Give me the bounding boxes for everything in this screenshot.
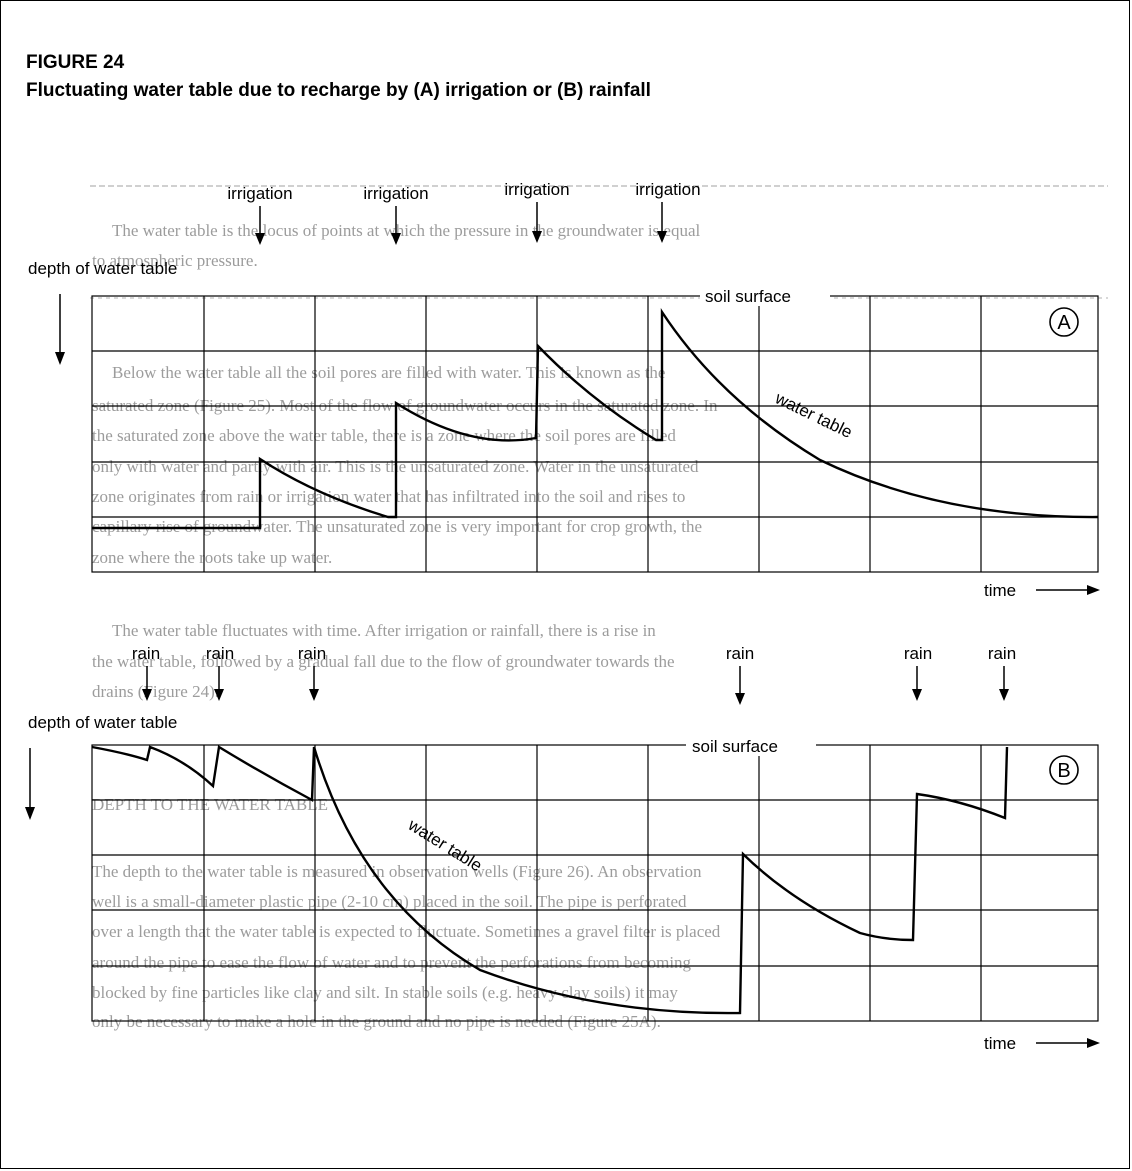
event-label-irrigation: irrigation: [227, 184, 292, 203]
badge-letter: A: [1057, 312, 1071, 334]
panel-b-time-label: time: [984, 1034, 1016, 1053]
panel-a: soil surface water table A depth of wate…: [28, 180, 1100, 600]
panel-b-grid: [91, 744, 1099, 1022]
down-arrow-icon: [142, 666, 152, 701]
background-line: Below the water table all the soil pores…: [112, 363, 665, 382]
background-line: The water table fluctuates with time. Af…: [112, 621, 656, 640]
background-line: capillary rise of groundwater. The unsat…: [92, 517, 702, 536]
event-label-irrigation: irrigation: [504, 180, 569, 199]
panel-a-time-label: time: [984, 581, 1016, 600]
background-line: blocked by fine particles like clay and …: [92, 983, 678, 1002]
down-arrow-icon: [214, 666, 224, 701]
event-label-rain: rain: [904, 644, 932, 663]
panel-b-time-arrow: [1036, 1038, 1100, 1048]
down-arrow-icon: [391, 206, 401, 245]
background-line: DEPTH TO THE WATER TABLE: [92, 795, 328, 814]
background-text-layer: The water table is the locus of points a…: [90, 185, 1108, 1031]
figure-caption: Fluctuating water table due to recharge …: [26, 80, 651, 101]
badge-circle: [1049, 755, 1079, 785]
panel-a-badge: A: [1049, 307, 1079, 337]
label-mask: [686, 734, 816, 756]
event-label-rain: rain: [298, 644, 326, 663]
panel-b-water-table-curve: [91, 745, 1009, 1015]
figure-number: FIGURE 24: [26, 52, 125, 73]
background-line: zone originates from rain or irrigation …: [92, 487, 685, 506]
panel-b-soil-surface-label: soil surface: [692, 737, 778, 756]
background-line: over a length that the water table is ex…: [92, 922, 721, 941]
background-line: The water table is the locus of points a…: [112, 221, 700, 240]
panel-a-events: irrigation irrigation irrigation irrigat…: [227, 180, 701, 245]
panel-a-time-arrow: [1036, 585, 1100, 595]
background-line: drains (Figure 24).: [92, 682, 219, 701]
down-arrow-icon: [309, 666, 319, 701]
down-arrow-icon: [912, 666, 922, 701]
down-arrow-icon: [735, 666, 745, 705]
panel-a-soil-surface-label: soil surface: [705, 287, 791, 306]
badge-circle: [1049, 307, 1079, 337]
event-label-rain: rain: [206, 644, 234, 663]
down-arrow-icon: [255, 206, 265, 245]
event-label-rain: rain: [726, 644, 754, 663]
panel-b-y-axis-label: depth of water table: [28, 713, 177, 732]
badge-letter: B: [1057, 760, 1070, 782]
background-line: well is a small-diameter plastic pipe (2…: [92, 892, 687, 911]
label-mask: [700, 284, 830, 306]
panel-b-badge: B: [1049, 755, 1079, 785]
background-line: to atmospheric pressure.: [92, 251, 258, 270]
event-label-irrigation: irrigation: [635, 180, 700, 199]
panel-b-frame: [91, 744, 1099, 1022]
panel-a-y-axis-label: depth of water table: [28, 259, 177, 278]
background-line: zone where the roots take up water.: [92, 548, 332, 567]
background-line: the saturated zone above the water table…: [92, 426, 676, 445]
panel-b-events: rain rain rain rain rain rain: [132, 644, 1016, 705]
background-line: the water table, followed by a gradual f…: [92, 652, 675, 671]
background-line: around the pipe to ease the flow of wate…: [92, 953, 692, 972]
panel-b-down-arrow: [25, 748, 35, 820]
down-arrow-icon: [657, 202, 667, 243]
background-line: The depth to the water table is measured…: [92, 862, 702, 881]
panel-a-frame: [91, 295, 1099, 573]
event-label-rain: rain: [988, 644, 1016, 663]
down-arrow-icon: [532, 202, 542, 243]
panel-a-grid: [91, 295, 1099, 573]
panel-a-water-table-label: water table: [771, 388, 855, 442]
down-arrow-icon: [999, 666, 1009, 701]
event-label-rain: rain: [132, 644, 160, 663]
panel-a-water-table-curve: [92, 308, 1099, 530]
event-label-irrigation: irrigation: [363, 184, 428, 203]
panel-a-down-arrow: [55, 294, 65, 365]
